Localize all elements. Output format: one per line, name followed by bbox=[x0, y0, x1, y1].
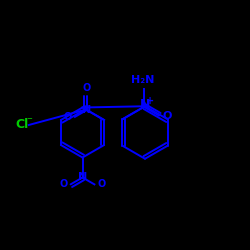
Text: O: O bbox=[59, 180, 67, 190]
Text: Cl: Cl bbox=[15, 118, 28, 132]
Text: O: O bbox=[64, 112, 72, 122]
Text: +: + bbox=[146, 96, 154, 106]
Text: N: N bbox=[140, 98, 150, 112]
Text: ⁻: ⁻ bbox=[26, 116, 32, 126]
Text: O: O bbox=[98, 180, 106, 190]
Text: O: O bbox=[162, 110, 172, 121]
Text: O: O bbox=[83, 83, 91, 93]
Text: N: N bbox=[78, 172, 87, 182]
Text: N: N bbox=[82, 105, 92, 115]
Text: H₂N: H₂N bbox=[131, 75, 154, 85]
